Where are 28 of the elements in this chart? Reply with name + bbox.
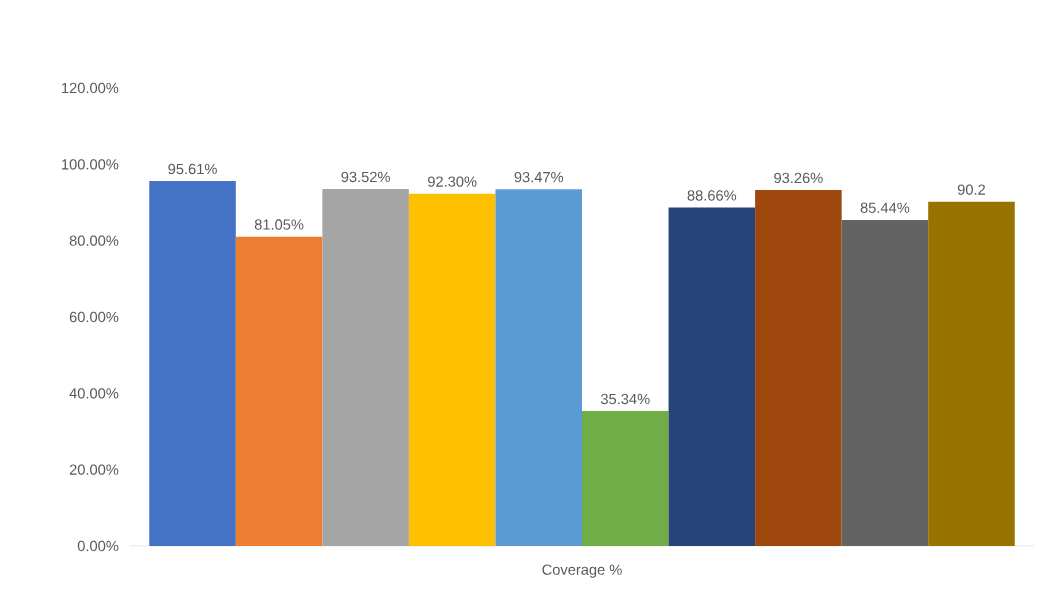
x-tick-label: Coverage % <box>542 564 622 578</box>
bar <box>582 411 669 546</box>
data-label: 85.44% <box>860 202 910 213</box>
bar <box>408 193 496 546</box>
bar <box>495 189 583 546</box>
data-label: 93.26% <box>774 172 823 184</box>
y-tick-label: 0.00% <box>77 540 119 552</box>
y-tick-label: 100.00% <box>62 159 119 170</box>
bar <box>928 201 1015 546</box>
y-tick-label: 40.00% <box>69 388 119 399</box>
y-tick-label: 80.00% <box>69 235 119 246</box>
y-tick-label: 20.00% <box>69 464 119 475</box>
y-tick-label: 120.00% <box>62 82 119 94</box>
data-label: 90.2 <box>957 184 986 195</box>
data-label: 93.52% <box>341 171 390 183</box>
data-label: 88.66% <box>687 190 737 201</box>
bar <box>322 189 409 546</box>
bar <box>841 219 929 546</box>
y-tick-label: 60.00% <box>69 311 119 323</box>
bar <box>235 236 323 546</box>
bar <box>149 181 236 546</box>
data-label: 35.34% <box>600 393 650 405</box>
bar <box>668 207 756 546</box>
data-label: 93.47% <box>514 171 564 183</box>
data-label: 81.05% <box>254 219 304 230</box>
bar <box>755 190 842 546</box>
data-label: 92.30% <box>428 176 477 187</box>
data-label: 95.61% <box>168 163 217 175</box>
